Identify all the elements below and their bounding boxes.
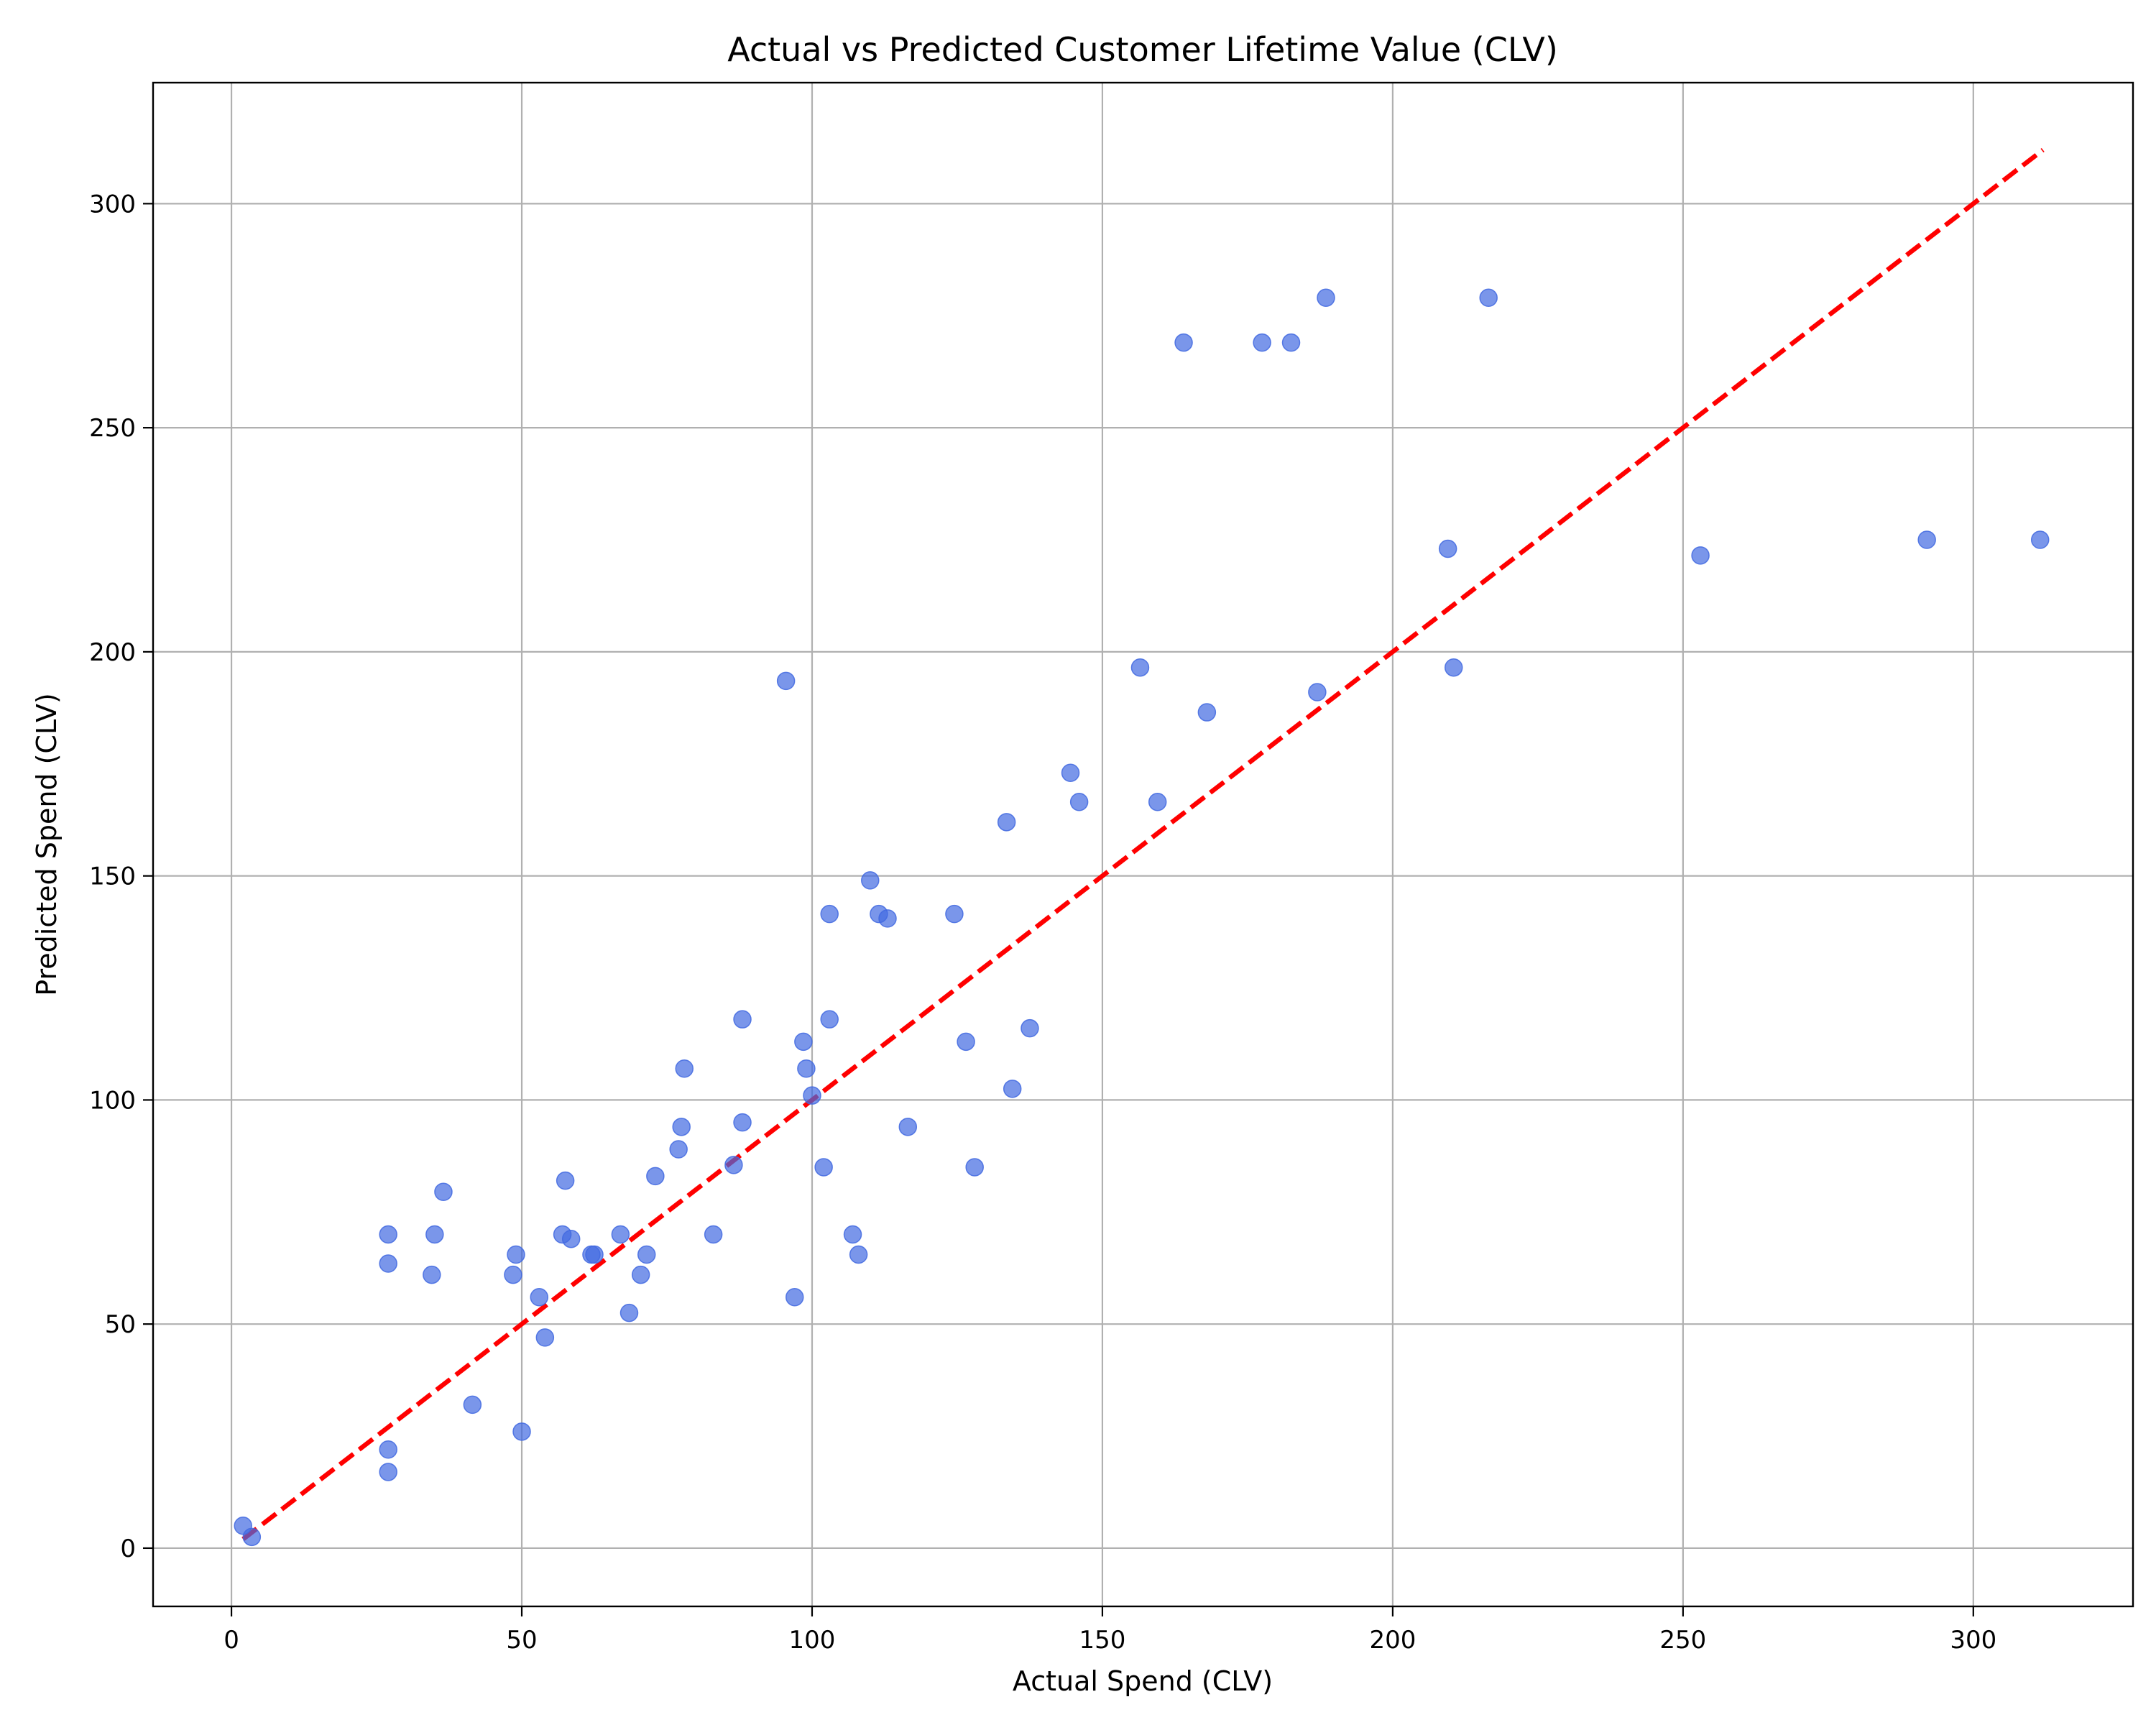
- data-point: [1197, 703, 1217, 722]
- data-point: [1069, 793, 1089, 811]
- x-tick-label: 100: [789, 1626, 836, 1655]
- y-tick-label: 100: [89, 1086, 136, 1115]
- data-point: [504, 1265, 522, 1284]
- data-point: [724, 1156, 743, 1174]
- data-point: [849, 1245, 868, 1264]
- data-point: [1003, 1080, 1022, 1098]
- data-point: [965, 1158, 984, 1177]
- data-point: [1130, 658, 1150, 677]
- y-tick-label: 50: [105, 1310, 136, 1339]
- data-point: [379, 1463, 397, 1481]
- data-point: [776, 671, 796, 691]
- data-point: [379, 1254, 397, 1273]
- reference-line: [241, 147, 2045, 1542]
- data-point: [379, 1225, 397, 1244]
- y-tick-label: 0: [120, 1535, 136, 1563]
- data-point: [997, 813, 1016, 832]
- data-point: [878, 909, 897, 928]
- data-point: [820, 904, 839, 924]
- data-point: [669, 1140, 688, 1159]
- data-point: [733, 1010, 752, 1029]
- x-tick-label: 150: [1079, 1626, 1125, 1655]
- x-axis-ticks: 0 50 100 150 200 250 300: [224, 1606, 1996, 1655]
- data-point: [814, 1158, 833, 1177]
- data-point: [611, 1225, 630, 1244]
- x-tick-label: 250: [1659, 1626, 1706, 1655]
- data-point: [2030, 530, 2050, 549]
- data-point: [1021, 1018, 1039, 1038]
- y-tick-label: 250: [89, 414, 136, 443]
- data-point: [785, 1288, 804, 1307]
- data-point: [507, 1245, 525, 1264]
- data-point: [434, 1182, 453, 1201]
- data-point: [675, 1059, 694, 1078]
- grid: [153, 83, 2133, 1606]
- data-point: [556, 1171, 575, 1190]
- data-point: [1917, 530, 1936, 549]
- plot-frame: [152, 81, 2134, 1608]
- data-point: [561, 1229, 581, 1248]
- data-point: [1444, 658, 1463, 677]
- data-point: [530, 1288, 549, 1307]
- data-point: [1317, 288, 1335, 308]
- data-point: [957, 1032, 975, 1052]
- data-point: [646, 1167, 665, 1186]
- data-point: [1691, 546, 1710, 565]
- data-point: [945, 904, 964, 924]
- data-point: [1148, 793, 1167, 811]
- x-tick-label: 200: [1369, 1626, 1416, 1655]
- data-point: [619, 1303, 639, 1322]
- chart-title: Actual vs Predicted Customer Lifetime Va…: [727, 30, 1558, 69]
- data-point: [425, 1225, 444, 1244]
- y-axis-label: Predicted Spend (CLV): [31, 693, 63, 996]
- points-group: [234, 288, 2050, 1547]
- y-axis-ticks: 0 50 100 150 200 250 300: [89, 190, 153, 1563]
- data-point: [803, 1086, 821, 1105]
- data-point: [535, 1328, 555, 1347]
- y-tick-label: 150: [89, 862, 136, 891]
- reference-line-group: [241, 147, 2045, 1542]
- y-tick-label: 200: [89, 638, 136, 667]
- data-point: [794, 1032, 813, 1052]
- data-point: [797, 1059, 816, 1078]
- data-point: [423, 1265, 441, 1284]
- data-point: [733, 1113, 752, 1132]
- data-point: [585, 1245, 604, 1264]
- data-point: [512, 1422, 531, 1441]
- data-point: [843, 1225, 862, 1244]
- data-point: [463, 1395, 482, 1414]
- data-point: [1061, 763, 1080, 782]
- data-point: [861, 871, 880, 890]
- data-point: [704, 1225, 723, 1244]
- x-tick-label: 300: [1950, 1626, 1996, 1655]
- data-point: [637, 1245, 656, 1264]
- x-tick-label: 50: [506, 1626, 537, 1655]
- data-point: [1281, 333, 1301, 352]
- x-tick-label: 0: [224, 1626, 239, 1655]
- data-point: [1438, 539, 1457, 558]
- data-point: [820, 1010, 839, 1029]
- data-point: [379, 1440, 397, 1459]
- data-point: [631, 1265, 650, 1284]
- data-point: [1479, 288, 1498, 308]
- data-point: [1253, 333, 1271, 352]
- data-point: [1174, 333, 1193, 352]
- data-point: [1308, 683, 1327, 702]
- y-tick-label: 300: [89, 190, 136, 218]
- data-point: [672, 1118, 691, 1136]
- x-axis-label: Actual Spend (CLV): [1013, 1665, 1273, 1697]
- data-point: [898, 1118, 918, 1136]
- data-point: [242, 1527, 262, 1547]
